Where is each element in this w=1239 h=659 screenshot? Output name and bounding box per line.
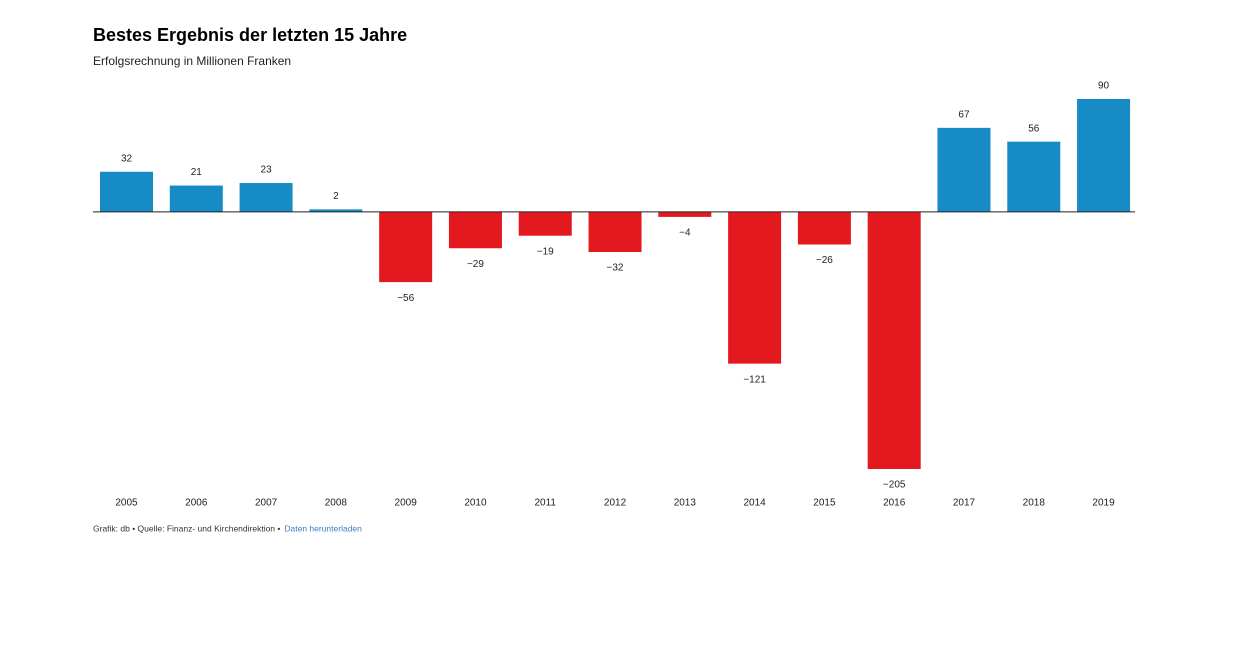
x-tick-label: 2012 xyxy=(604,498,627,509)
x-tick-label: 2019 xyxy=(1092,498,1115,509)
chart-subtitle: Erfolgsrechnung in Millionen Franken xyxy=(93,54,291,68)
chart-title: Bestes Ergebnis der letzten 15 Jahre xyxy=(93,25,407,45)
x-tick-label: 2014 xyxy=(743,498,766,509)
bar xyxy=(309,209,363,212)
bar xyxy=(100,171,153,212)
value-label: 67 xyxy=(958,109,970,120)
bar xyxy=(797,211,851,245)
value-label: −29 xyxy=(467,259,484,270)
value-label: 32 xyxy=(121,153,133,164)
bar xyxy=(518,211,572,236)
value-label: 23 xyxy=(261,165,273,176)
value-label: −4 xyxy=(679,228,691,239)
x-tick-label: 2009 xyxy=(395,498,418,509)
x-tick-label: 2018 xyxy=(1023,498,1046,509)
bar xyxy=(169,185,223,212)
footer-source: Grafik: db • Quelle: Finanz- und Kirchen… xyxy=(93,523,280,533)
value-label: −32 xyxy=(607,263,624,274)
value-label: −205 xyxy=(883,480,906,491)
value-label: 2 xyxy=(333,191,339,202)
value-label: 56 xyxy=(1028,123,1040,134)
x-tick-label: 2008 xyxy=(325,498,348,509)
bar xyxy=(588,211,642,253)
x-tick-label: 2010 xyxy=(464,498,487,509)
value-label: 90 xyxy=(1098,81,1110,92)
download-link[interactable]: Daten herunterladen xyxy=(284,523,362,533)
x-tick-label: 2017 xyxy=(953,498,976,509)
x-tick-label: 2007 xyxy=(255,498,278,509)
value-label: −56 xyxy=(397,293,414,304)
x-tick-label: 2006 xyxy=(185,498,208,509)
value-label: −19 xyxy=(537,246,554,257)
bar xyxy=(728,211,782,364)
bar xyxy=(937,127,991,212)
bar xyxy=(379,211,433,283)
value-label: 21 xyxy=(191,167,203,178)
x-tick-label: 2015 xyxy=(813,498,836,509)
x-tick-label: 2013 xyxy=(674,498,697,509)
bar xyxy=(658,211,712,217)
x-tick-label: 2011 xyxy=(534,498,556,509)
bar xyxy=(239,183,293,212)
x-tick-label: 2016 xyxy=(883,498,906,509)
value-label: −121 xyxy=(743,374,766,385)
value-label: −26 xyxy=(816,255,833,266)
bar xyxy=(448,211,502,249)
bar xyxy=(867,211,921,470)
bar xyxy=(1077,99,1131,212)
x-tick-label: 2005 xyxy=(115,498,138,509)
bar xyxy=(1007,141,1061,212)
